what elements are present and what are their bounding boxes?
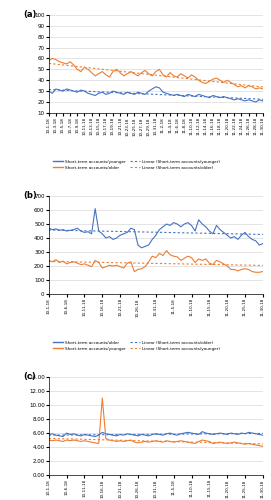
Text: (c): (c) bbox=[23, 372, 36, 381]
Text: (a): (a) bbox=[23, 10, 37, 19]
Legend: Short-term accounts/younger, Short-term accounts/older, Linear (Short-term accou: Short-term accounts/younger, Short-term … bbox=[51, 158, 222, 172]
Text: (b): (b) bbox=[23, 191, 37, 200]
Legend: Short-term accounts/older, Short-term accounts/younger, Linear (Short-term accou: Short-term accounts/older, Short-term ac… bbox=[51, 339, 222, 352]
